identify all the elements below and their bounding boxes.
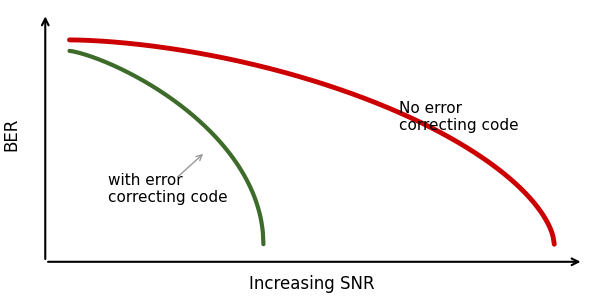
Text: with error
correcting code: with error correcting code — [108, 173, 228, 206]
Text: Increasing SNR: Increasing SNR — [249, 275, 375, 293]
Text: No error
correcting code: No error correcting code — [399, 101, 519, 133]
Text: BER: BER — [2, 118, 20, 151]
